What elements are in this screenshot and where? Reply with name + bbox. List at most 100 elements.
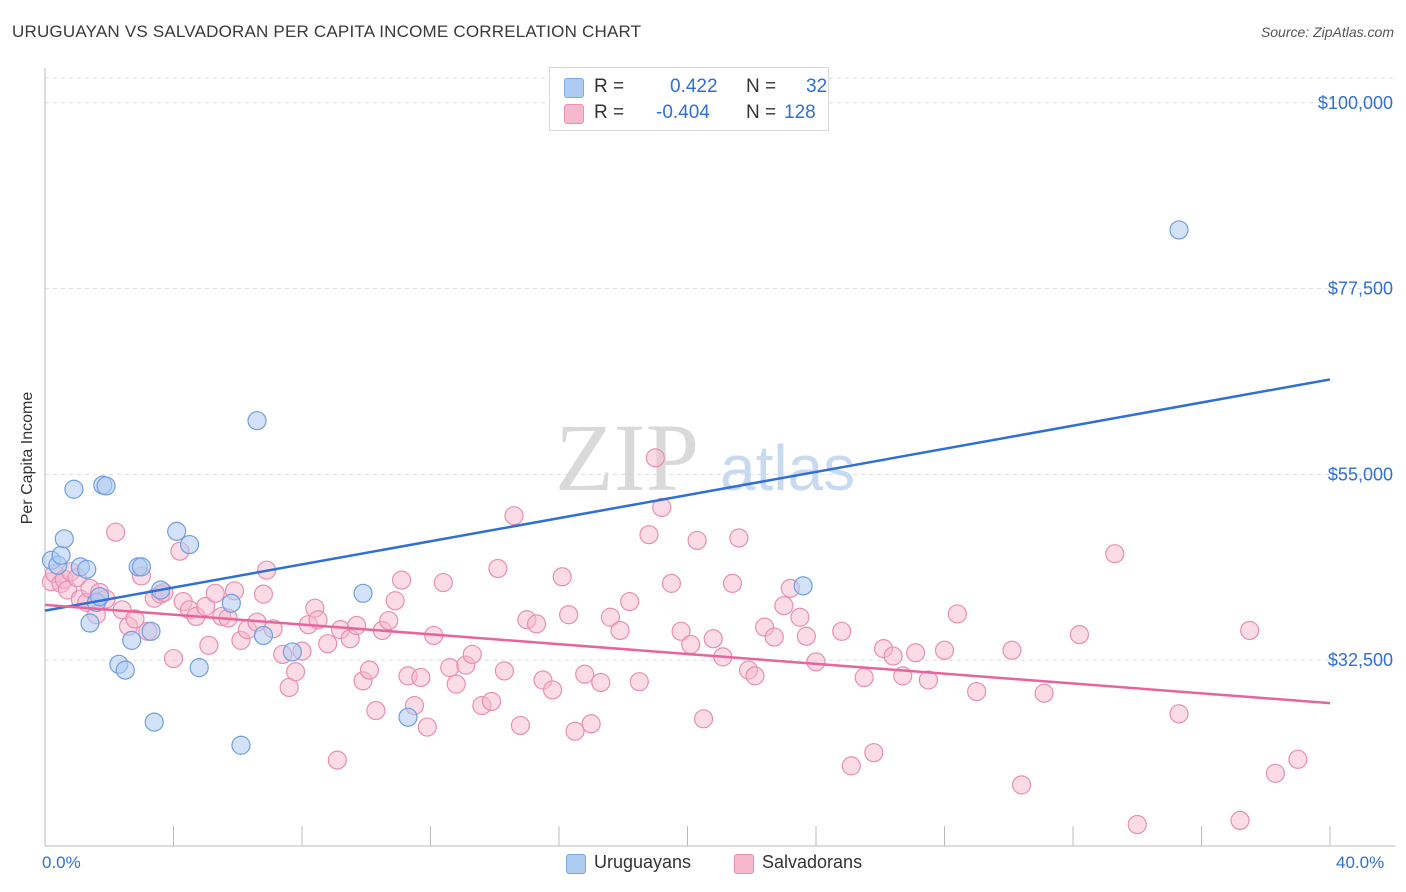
salvadoran-point xyxy=(385,591,405,611)
salvadoran-point xyxy=(379,610,399,631)
uruguayan-point xyxy=(51,545,71,565)
y-axis-label: Per Capita Income xyxy=(19,391,36,525)
salvadoran-point xyxy=(1069,624,1090,645)
chart-source: Source: ZipAtlas.com xyxy=(1260,24,1394,40)
y-tick-labels: $32,500 $55,000 $77,500 $100,000 xyxy=(1318,93,1393,670)
salvadoran-point xyxy=(600,607,621,627)
salvadoran-point xyxy=(417,717,437,737)
uruguayan-point xyxy=(167,521,187,541)
salvadoran-point xyxy=(841,756,861,776)
salvadoran-point xyxy=(318,634,338,654)
salvadoran-point xyxy=(196,596,216,617)
y-tick-label: $77,500 xyxy=(1328,279,1393,299)
uruguayan-point xyxy=(189,658,209,678)
salvadoran-point xyxy=(639,525,659,545)
salvadoran-point xyxy=(620,591,640,612)
salvadoran-point xyxy=(729,528,749,548)
salvadoran-point xyxy=(446,674,466,694)
salvadoran-point xyxy=(745,666,765,686)
salvadoran-point xyxy=(806,652,826,672)
uruguayan-point xyxy=(122,630,142,650)
salvadoran-point xyxy=(1127,814,1147,835)
legend-r-value: 0.422 xyxy=(670,76,718,97)
uruguayan-point xyxy=(141,621,161,641)
salvadoran-point xyxy=(285,662,306,682)
chart-title: URUGUAYAN VS SALVADORAN PER CAPITA INCOM… xyxy=(12,22,642,41)
salvadoran-point xyxy=(1230,810,1250,831)
salvadoran-point xyxy=(693,709,714,729)
legend-row-salvadoran: R = -0.404 N = 128 xyxy=(564,102,824,126)
salvadoran-point xyxy=(918,670,939,690)
salvadoran-point xyxy=(671,621,691,641)
salvadoran-trend-line xyxy=(44,603,1331,705)
y-tick-label: $32,500 xyxy=(1328,650,1393,670)
salvadoran-point xyxy=(790,607,810,627)
bottom-legend-uruguayans: Uruguayans xyxy=(566,852,716,876)
salvadoran-point xyxy=(883,646,903,666)
legend-swatch-pink xyxy=(564,104,584,124)
salvadoran-point xyxy=(575,664,595,684)
uruguayan-point xyxy=(353,583,373,603)
salvadoran-point xyxy=(366,700,386,721)
uruguayan-point xyxy=(282,642,302,662)
salvadoran-point xyxy=(494,661,514,681)
salvadoran-point xyxy=(433,572,453,593)
x-tick-label-min: 0.0% xyxy=(42,853,81,872)
salvadoran-point xyxy=(359,660,380,680)
salvadoran-point xyxy=(764,627,784,647)
salvadoran-point xyxy=(411,667,431,688)
salvadoran-point xyxy=(1011,775,1032,795)
salvadoran-point xyxy=(347,615,367,636)
salvadoran-point xyxy=(504,506,524,526)
uruguayan-point xyxy=(64,479,84,499)
salvadoran-point xyxy=(629,672,649,692)
salvadoran-point xyxy=(722,573,743,593)
salvadoran-point xyxy=(106,522,126,542)
legend-n-value: 32 xyxy=(806,76,828,97)
uruguayan-point xyxy=(80,613,100,633)
salvadoran-point xyxy=(510,715,531,736)
uruguayan-point xyxy=(131,557,151,577)
salvadoran-point xyxy=(703,629,723,649)
legend-r-value: -0.404 xyxy=(656,102,710,123)
watermark-zip: ZIP xyxy=(555,404,699,511)
salvadoran-point xyxy=(327,750,347,770)
salvadoran-point xyxy=(1105,544,1125,564)
salvadoran-point xyxy=(552,567,572,587)
uruguayan-point xyxy=(247,411,267,431)
uruguayan-point xyxy=(253,625,274,646)
legend-swatch-blue xyxy=(564,78,584,98)
salvadoran-point xyxy=(199,635,219,655)
salvadoran-point xyxy=(1240,620,1260,641)
salvadoran-point xyxy=(934,640,955,660)
uruguayan-trend-line xyxy=(44,378,1331,612)
correlation-legend: R = 0.422 N = 32 R = -0.404 N = 128 xyxy=(549,67,829,131)
salvadoran-point xyxy=(1169,704,1189,724)
salvadoran-point xyxy=(645,448,665,468)
uruguayan-point xyxy=(1169,220,1189,240)
salvadoran-point xyxy=(565,721,585,741)
salvadoran-point xyxy=(905,643,926,663)
uruguayan-point xyxy=(96,476,116,496)
salvadoran-point xyxy=(774,596,794,616)
salvadoran-point xyxy=(1288,749,1308,769)
salvadoran-point xyxy=(967,681,987,702)
uruguayan-point xyxy=(221,593,241,613)
salvadoran-point xyxy=(947,604,967,624)
legend-n-label: N = xyxy=(746,76,777,97)
gridlines xyxy=(45,77,1395,661)
salvadoran-point xyxy=(1002,640,1022,660)
salvadoran-point xyxy=(610,620,630,641)
uruguayan-point xyxy=(398,707,418,727)
y-tick-label: $55,000 xyxy=(1328,464,1393,484)
x-tick-label-max: 40.0% xyxy=(1336,853,1385,872)
trend-lines xyxy=(44,378,1331,705)
salvadoran-point xyxy=(391,570,412,590)
salvadoran-point xyxy=(796,626,816,646)
salvadoran-point xyxy=(661,573,682,593)
legend-r-label: R = xyxy=(594,102,625,123)
salvadoran-point xyxy=(581,714,601,734)
salvadoran-point xyxy=(559,605,579,625)
salvadoran-point xyxy=(253,584,274,604)
